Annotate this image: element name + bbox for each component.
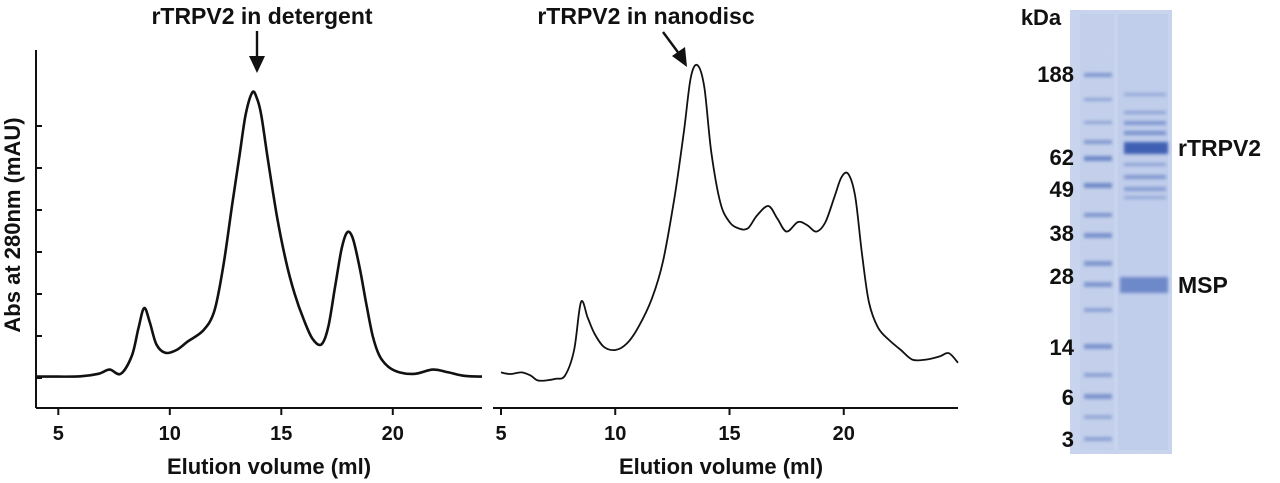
gel-band-label-rtrpv2: rTRPV2 — [1178, 135, 1261, 161]
arrow-nanodisc — [662, 31, 687, 67]
gel-marker-38: 38 — [1050, 221, 1074, 246]
y-ticks-detergent — [36, 125, 42, 379]
gel-unit-label: kDa — [1021, 5, 1062, 30]
gel-marker-6: 6 — [1062, 385, 1074, 410]
gel-marker-14: 14 — [1050, 335, 1075, 360]
trace-nanodisc — [500, 63, 959, 382]
gel-panel: kDa 188 62 49 38 28 14 6 3 rTRPV2 MSP — [1021, 5, 1261, 454]
x-ticks-nanodisc: 5 10 15 20 — [495, 408, 855, 445]
ylabel-detergent: Abs at 280nm (mAU) — [0, 117, 25, 332]
xlabel-detergent: Elution volume (ml) — [167, 454, 371, 479]
x-tick-label-nanodisc-15: 15 — [718, 423, 740, 445]
x-ticks-detergent: 5 10 15 20 — [53, 408, 404, 445]
gel-band-label-msp: MSP — [1178, 272, 1228, 298]
gel-marker-28: 28 — [1050, 264, 1074, 289]
gel-marker-188: 188 — [1037, 62, 1074, 87]
gel-marker-49: 49 — [1050, 177, 1074, 202]
gel-marker-lane-bands — [1084, 73, 1112, 441]
x-tick-label-detergent-5: 5 — [53, 423, 64, 445]
title-detergent: rTRPV2 in detergent — [151, 3, 372, 29]
gel-marker-62: 62 — [1050, 145, 1074, 170]
chart-detergent: 5 10 15 20 Abs at 280nm (mAU) Elution volum… — [0, 3, 483, 479]
chart-nanodisc: 5 10 15 20 Elution volume (ml) rTRPV2 in na… — [493, 3, 959, 479]
gel-lane-marker — [1080, 14, 1114, 450]
x-tick-label-nanodisc-10: 10 — [604, 423, 626, 445]
x-tick-label-detergent-20: 20 — [382, 423, 404, 445]
arrow-detergent — [249, 31, 265, 73]
x-tick-label-nanodisc-20: 20 — [833, 423, 855, 445]
x-tick-label-nanodisc-5: 5 — [495, 423, 506, 445]
gel-sample-lane-bands — [1120, 93, 1168, 293]
x-tick-label-detergent-15: 15 — [270, 423, 292, 445]
title-nanodisc: rTRPV2 in nanodisc — [537, 3, 754, 29]
x-tick-label-detergent-10: 10 — [159, 423, 181, 445]
gel-marker-3: 3 — [1062, 427, 1074, 452]
xlabel-nanodisc: Elution volume (ml) — [619, 454, 823, 479]
gel-lane-sample — [1118, 14, 1168, 450]
trace-detergent — [36, 90, 483, 378]
